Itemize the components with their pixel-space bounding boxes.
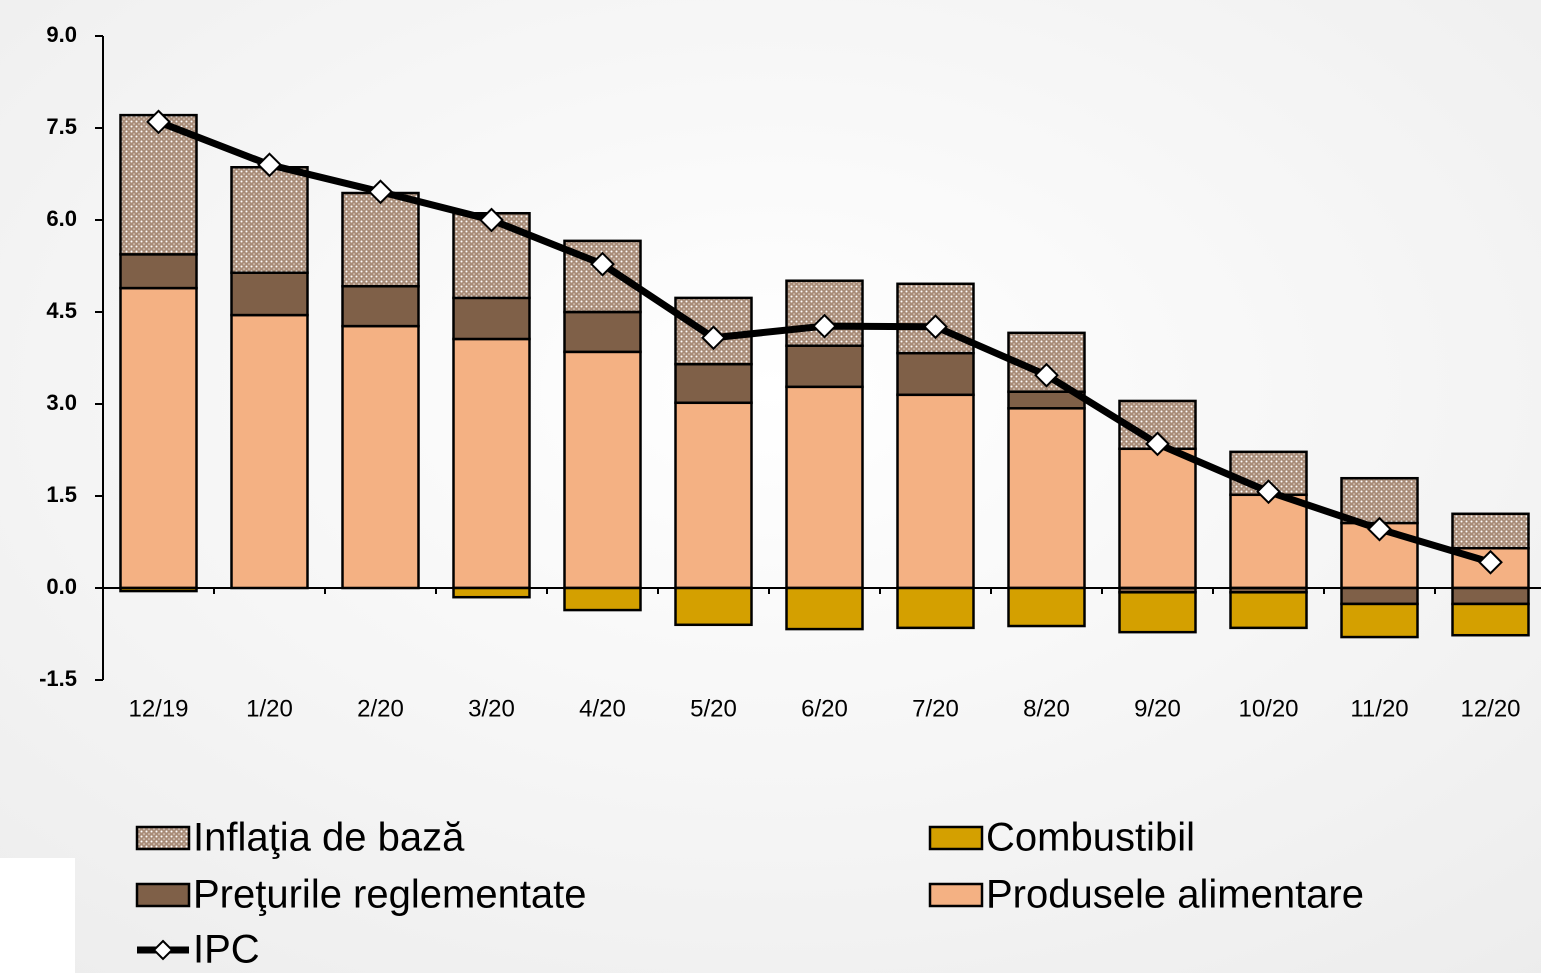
line-marker (1034, 362, 1059, 388)
line-marker (479, 207, 504, 233)
bar-segment (1340, 476, 1419, 525)
bar-segment (563, 310, 642, 354)
bar-segment (452, 586, 531, 599)
bar-segment (1451, 602, 1530, 637)
x-tick-label: 3/20 (468, 695, 515, 722)
x-tick-label: 10/20 (1238, 695, 1298, 722)
bar-segment (674, 586, 753, 627)
legend-label: Inflaţia de bază (193, 816, 465, 860)
x-tick-label: 4/20 (579, 695, 626, 722)
bar-segment (341, 191, 420, 288)
bar-segment (1229, 591, 1308, 630)
line-marker (1478, 549, 1503, 575)
bar-segment (452, 337, 531, 590)
x-tick-label: 12/20 (1460, 695, 1520, 722)
x-tick-label: 8/20 (1023, 695, 1070, 722)
y-tick-label: 1.5 (46, 482, 77, 507)
line-marker (1145, 431, 1170, 457)
line-marker (1256, 479, 1281, 505)
bar-segment (341, 284, 420, 328)
bar-segment (1118, 591, 1197, 634)
legend-label: Produsele alimentare (986, 873, 1364, 917)
y-tick-label: 3.0 (46, 390, 77, 415)
bar-segment (563, 350, 642, 590)
line-marker (368, 179, 393, 205)
bar-segment (896, 351, 975, 397)
bar-segment (230, 271, 309, 317)
bar-segment (785, 344, 864, 389)
line-marker (812, 313, 837, 339)
bar-segment (1229, 493, 1308, 590)
bar-segment (785, 385, 864, 590)
bar-segment (230, 166, 309, 274)
bar-segment (785, 586, 864, 631)
x-tick-label: 5/20 (690, 695, 737, 722)
line-marker (590, 251, 615, 277)
bar-segment (1118, 447, 1197, 590)
x-tick-label: 6/20 (801, 695, 848, 722)
x-tick-label: 1/20 (246, 695, 293, 722)
y-tick-label: 6.0 (46, 206, 77, 231)
bar-segment (1340, 602, 1419, 639)
legend-swatch (135, 825, 191, 851)
x-tick-label: 11/20 (1350, 695, 1408, 722)
bar-segment (452, 296, 531, 341)
bar-segment (896, 393, 975, 590)
x-tick-label: 9/20 (1134, 695, 1181, 722)
bar-segment (1007, 586, 1086, 628)
y-tick-label: 4.5 (46, 298, 77, 323)
line-marker (701, 325, 726, 351)
bar-segment (1451, 586, 1530, 606)
legend-swatch (928, 825, 984, 851)
line-marker (146, 109, 171, 135)
bar-segment (119, 113, 198, 256)
bar-segment (119, 253, 198, 290)
bar-segment (674, 362, 753, 405)
legend-label: IPC (193, 928, 260, 972)
line-marker (257, 152, 282, 178)
legend-label: Preţurile reglementate (193, 873, 587, 917)
x-tick-label: 2/20 (357, 695, 404, 722)
y-tick-label: 9.0 (46, 22, 77, 47)
x-tick-label: 7/20 (912, 695, 959, 722)
bar-segment (563, 586, 642, 612)
legend-swatch (135, 882, 191, 908)
bar-segment (1007, 407, 1086, 590)
bar-segment (674, 401, 753, 590)
x-tick-label: 12/19 (128, 695, 188, 722)
bar-segment (119, 286, 198, 590)
legend-marker (152, 939, 174, 961)
bar-segment (1451, 512, 1530, 550)
line-marker (923, 314, 948, 340)
bar-segment (230, 313, 309, 590)
y-tick-label: 7.5 (46, 114, 77, 139)
legend-label: Combustibil (986, 816, 1195, 860)
corner-box (0, 858, 75, 973)
line-marker (1367, 516, 1392, 542)
y-tick-label: 0.0 (46, 574, 77, 599)
legend-swatch (928, 882, 984, 908)
bar-segment (896, 586, 975, 630)
bar-segment (1340, 586, 1419, 606)
y-tick-label: -1.5 (39, 666, 77, 691)
bar-segment (341, 324, 420, 590)
